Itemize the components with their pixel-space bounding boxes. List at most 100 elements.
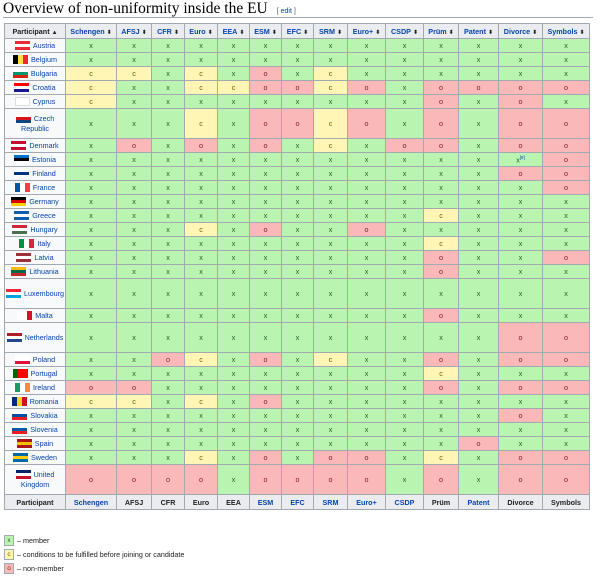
status-cell: x xyxy=(65,408,117,423)
country-link[interactable]: Romania xyxy=(29,396,59,406)
flag-icon xyxy=(14,355,30,365)
column-header-label: AFSJ xyxy=(121,26,140,36)
footnote-link[interactable]: [9] xyxy=(519,154,525,160)
status-cell: c xyxy=(65,394,117,409)
country-link[interactable]: Luxembourg xyxy=(24,288,64,298)
country-link[interactable]: Greece xyxy=(32,210,56,220)
status-cell: x xyxy=(458,250,499,265)
status-cell: x xyxy=(151,250,185,265)
status-value: x xyxy=(166,383,170,392)
status-cell: x xyxy=(184,308,218,323)
country-link[interactable]: Slovenia xyxy=(30,424,58,434)
status-value: o xyxy=(476,83,481,92)
participant-cell: Ireland xyxy=(4,380,66,395)
sort-toggle-icon[interactable]: ⬍ xyxy=(106,29,112,36)
column-header-csdp[interactable]: CSDP ⬍ xyxy=(385,23,424,39)
status-cell: x xyxy=(458,66,499,81)
column-header-srm[interactable]: SRM ⬍ xyxy=(313,23,348,39)
column-header-divorce[interactable]: Divorce ⬍ xyxy=(498,23,543,39)
status-cell: c xyxy=(423,450,459,465)
sort-toggle-icon[interactable]: ⬍ xyxy=(579,29,585,36)
status-cell: x xyxy=(116,322,152,353)
column-header-patent[interactable]: Patent ⬍ xyxy=(458,23,499,39)
country-link[interactable]: Germany xyxy=(29,196,59,206)
country-link[interactable]: Italy xyxy=(37,238,51,248)
country-link[interactable]: Slovakia xyxy=(30,410,58,420)
status-cell: x xyxy=(281,222,314,237)
sort-toggle-icon[interactable]: ⬍ xyxy=(532,29,538,36)
column-header-prm[interactable]: Prüm ⬍ xyxy=(423,23,459,39)
country-link[interactable]: France xyxy=(32,182,56,192)
sort-toggle-icon[interactable]: ⬍ xyxy=(448,29,454,36)
column-header-cfr[interactable]: CFR ⬍ xyxy=(151,23,185,39)
sort-toggle-icon[interactable]: ⬍ xyxy=(173,29,179,36)
column-header-euro[interactable]: Euro+ ⬍ xyxy=(347,23,386,39)
sort-toggle-icon[interactable]: ⬍ xyxy=(271,29,277,36)
status-cell: x xyxy=(385,422,424,437)
country-link[interactable]: Denmark xyxy=(29,140,59,150)
status-cell: x xyxy=(347,152,386,167)
country-link[interactable]: Belgium xyxy=(31,54,57,64)
country-link[interactable]: Portugal xyxy=(30,368,58,378)
column-header-schengen[interactable]: Schengen ⬍ xyxy=(65,23,117,39)
country-link[interactable]: Czech Republic xyxy=(21,113,55,133)
sort-toggle-icon[interactable]: ⬍ xyxy=(375,29,381,36)
status-cell: x xyxy=(385,250,424,265)
sort-toggle-icon[interactable]: ⬍ xyxy=(487,29,493,36)
sort-toggle-icon[interactable]: ⬍ xyxy=(141,29,147,36)
status-cell: x xyxy=(347,380,386,395)
country-link[interactable]: Austria xyxy=(32,40,56,50)
column-header-eea[interactable]: EEA ⬍ xyxy=(217,23,250,39)
country-link[interactable]: Croatia xyxy=(32,82,56,92)
country-link[interactable]: Malta xyxy=(35,310,53,320)
edit-link[interactable]: edit xyxy=(280,8,292,15)
flag-icon xyxy=(12,425,28,435)
sort-toggle-icon[interactable]: ⬍ xyxy=(412,29,418,36)
column-header-euro[interactable]: Euro ⬍ xyxy=(184,23,218,39)
table-row: Latvia x x x x x x x x x x o x x o xyxy=(4,250,590,265)
status-cell: x xyxy=(423,38,459,53)
sort-toggle-icon[interactable]: ⬍ xyxy=(336,29,342,36)
status-value: o xyxy=(564,383,568,392)
column-header-participant[interactable]: Participant ▲ xyxy=(4,23,66,39)
country-link[interactable]: Bulgaria xyxy=(30,68,58,78)
status-cell: x xyxy=(217,278,250,309)
participant-cell: Portugal xyxy=(4,366,66,381)
status-cell: x xyxy=(116,38,152,53)
status-cell: x xyxy=(423,394,459,409)
country-link[interactable]: Netherlands xyxy=(24,332,64,342)
sort-toggle-icon[interactable]: ⬍ xyxy=(239,29,245,36)
status-value: x xyxy=(295,369,300,378)
country-link[interactable]: United Kingdom xyxy=(20,469,55,489)
status-value: x xyxy=(132,183,136,192)
sort-toggle-icon[interactable]: ⬍ xyxy=(303,29,309,36)
column-header-afsj[interactable]: AFSJ ⬍ xyxy=(116,23,152,39)
country-link[interactable]: Sweden xyxy=(31,452,57,462)
status-value: o xyxy=(439,383,443,392)
country-link[interactable]: Lithuania xyxy=(29,266,59,276)
status-value: x xyxy=(402,355,407,364)
status-value: x xyxy=(263,169,268,178)
footer-schengen: Schengen xyxy=(65,494,117,510)
status-value: o xyxy=(364,453,369,462)
column-header-symbols[interactable]: Symbols ⬍ xyxy=(542,23,590,39)
country-link[interactable]: Hungary xyxy=(30,224,58,234)
sort-ascending-icon[interactable]: ▲ xyxy=(51,29,58,36)
country-link[interactable]: Ireland xyxy=(33,382,55,392)
status-cell: x xyxy=(217,308,250,323)
column-header-efc[interactable]: EFC ⬍ xyxy=(281,23,314,39)
country-link[interactable]: Spain xyxy=(34,438,54,448)
status-cell: x xyxy=(542,94,590,109)
status-value: x xyxy=(364,383,369,392)
country-link[interactable]: Finland xyxy=(32,168,56,178)
country-link[interactable]: Poland xyxy=(32,354,56,364)
status-value: o xyxy=(564,355,568,364)
country-link[interactable]: Cyprus xyxy=(32,96,56,106)
status-value: x xyxy=(328,55,333,64)
column-header-esm[interactable]: ESM ⬍ xyxy=(249,23,282,39)
country-link[interactable]: Latvia xyxy=(34,252,54,262)
sort-toggle-icon[interactable]: ⬍ xyxy=(207,29,213,36)
status-value: o xyxy=(518,97,523,106)
country-link[interactable]: Estonia xyxy=(32,154,56,164)
status-value: x xyxy=(199,211,203,220)
